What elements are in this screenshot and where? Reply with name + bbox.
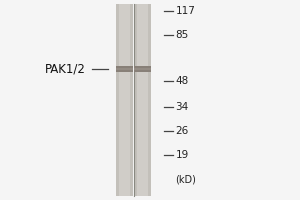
Text: 85: 85 bbox=[176, 30, 189, 40]
Bar bbox=[134, 66, 151, 72]
Bar bbox=[148, 4, 151, 196]
Bar bbox=[134, 4, 137, 196]
Bar bbox=[134, 4, 151, 196]
Bar bbox=[130, 4, 133, 196]
Text: (kD): (kD) bbox=[176, 174, 197, 184]
Text: 117: 117 bbox=[176, 6, 195, 16]
Text: PAK1/2: PAK1/2 bbox=[45, 62, 86, 75]
Bar bbox=[116, 4, 133, 196]
Text: 19: 19 bbox=[176, 150, 189, 160]
Text: 34: 34 bbox=[176, 102, 189, 112]
Bar bbox=[116, 68, 133, 70]
Text: 48: 48 bbox=[176, 76, 189, 86]
Bar bbox=[116, 4, 119, 196]
Bar bbox=[116, 66, 133, 72]
Text: 26: 26 bbox=[176, 126, 189, 136]
Bar bbox=[134, 68, 151, 70]
